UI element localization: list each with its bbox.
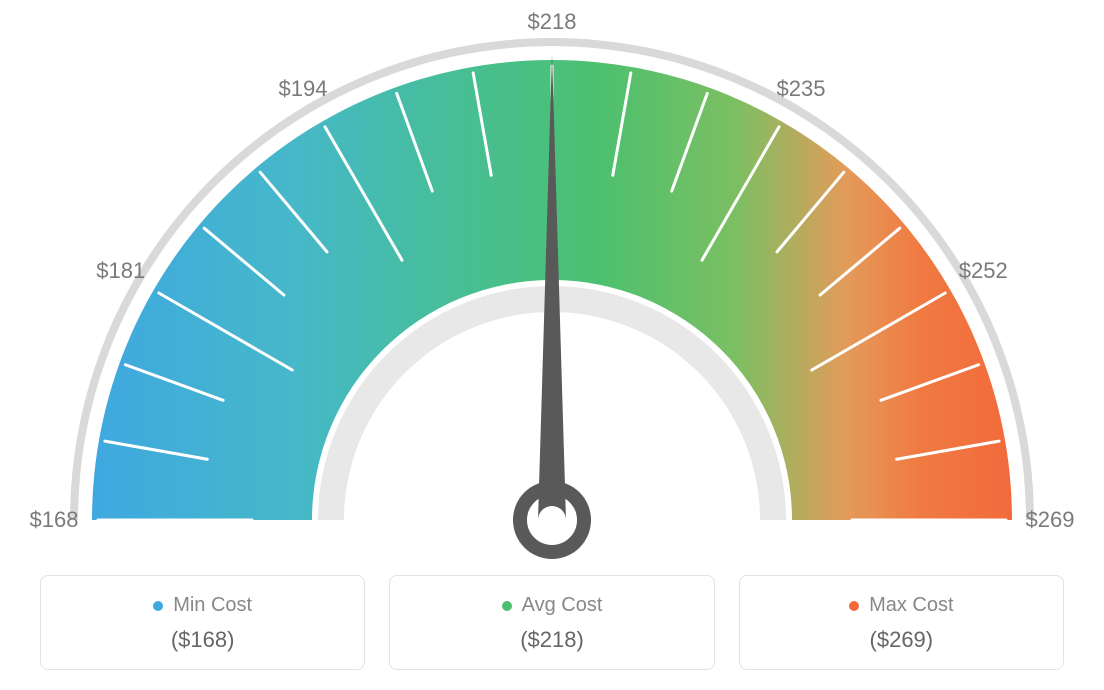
legend-card-max: Max Cost ($269) xyxy=(739,575,1064,670)
gauge-scale-label: $168 xyxy=(30,507,79,533)
legend-label-max: Max Cost xyxy=(869,594,953,617)
legend-value-max: ($269) xyxy=(750,627,1053,653)
gauge-scale-label: $181 xyxy=(96,258,145,284)
gauge-scale-label: $269 xyxy=(1026,507,1075,533)
legend-card-avg: Avg Cost ($218) xyxy=(389,575,714,670)
dot-max xyxy=(849,601,859,611)
dot-avg xyxy=(502,601,512,611)
legend-row: Min Cost ($168) Avg Cost ($218) Max Cost… xyxy=(40,575,1064,670)
cost-gauge: $168 $181 $194 $218 $235 $252 $269 xyxy=(0,0,1104,560)
gauge-scale-label: $218 xyxy=(528,9,577,35)
gauge-scale-label: $194 xyxy=(279,76,328,102)
legend-value-min: ($168) xyxy=(51,627,354,653)
gauge-svg xyxy=(52,20,1052,560)
legend-label-min: Min Cost xyxy=(173,594,252,617)
legend-label-avg: Avg Cost xyxy=(522,594,603,617)
legend-card-min: Min Cost ($168) xyxy=(40,575,365,670)
legend-value-avg: ($218) xyxy=(400,627,703,653)
gauge-scale-label: $235 xyxy=(777,76,826,102)
dot-min xyxy=(153,601,163,611)
gauge-scale-label: $252 xyxy=(959,258,1008,284)
